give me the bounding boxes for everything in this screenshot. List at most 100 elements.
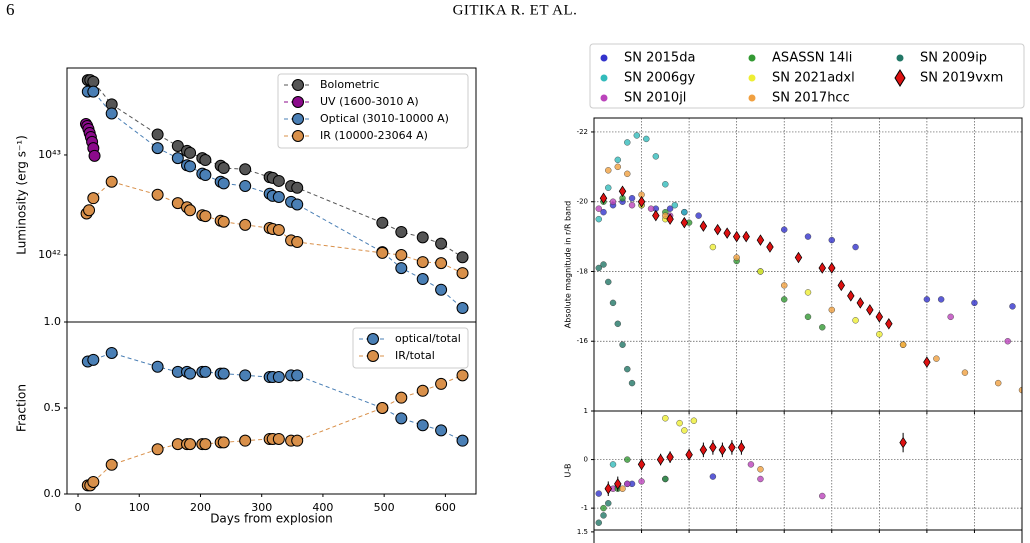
data-point [595,264,602,272]
data-point [742,230,750,243]
data-point [643,135,650,143]
data-point [747,461,755,468]
running-head: GITIKA R. ET AL. [453,2,578,18]
data-point [291,434,304,447]
data-point [456,251,469,264]
axes-frame [593,410,1023,531]
data-point [723,227,731,239]
data-point [875,311,884,323]
legend-marker [894,69,906,87]
data-point [272,191,285,204]
data-point [199,154,212,167]
data-point [199,169,212,182]
data-point [83,204,96,217]
data-point [995,379,1002,387]
data-point [605,184,612,191]
legend-label: SN 2015da [624,51,695,66]
legend-label: SN 2006gy [624,71,695,86]
data-point [619,485,626,492]
data-point [757,466,764,473]
data-point [614,163,621,171]
y-tick-label: 10⁴³ [38,148,61,161]
data-point [699,220,708,232]
data-point [416,384,429,397]
axes-frame [66,321,477,495]
x-tick-label: 500 [374,501,395,514]
legend-marker [367,333,379,345]
data-point [395,249,408,262]
data-point [662,475,669,483]
data-point [690,417,698,424]
data-point [272,371,285,384]
data-point [291,198,304,211]
axes-frame [593,117,1023,412]
data-point [756,234,765,246]
data-point [766,241,774,253]
data-point [239,179,252,192]
legend-marker [748,54,756,62]
data-point [628,379,636,387]
data-point [676,419,683,427]
legend-label: IR/total [395,349,435,362]
data-point [847,290,855,302]
legend-label: SN 2019vxm [920,71,1003,86]
legend-marker [748,74,756,82]
y-axis-label: Luminosity (erg s⁻¹) [15,135,29,255]
data-point [828,306,835,314]
y-tick-label: 1.5 [577,528,588,536]
data-point [456,369,469,382]
legend-label: SN 2017hcc [772,91,850,106]
legend-label: ASASSN 14li [772,51,852,66]
data-point [105,107,118,120]
data-point [87,75,100,88]
data-point [435,377,448,390]
data-point [217,367,230,380]
data-point [837,279,846,292]
data-point [239,218,252,231]
data-point [852,317,859,324]
data-point [624,365,631,373]
data-point [666,205,674,212]
y-tick-label: -1 [581,504,588,512]
plot-area [595,132,1022,394]
legend-marker [292,79,304,91]
data-point [151,443,164,456]
data-point [87,192,100,205]
data-point [923,356,931,368]
data-point [272,432,285,445]
data-point [605,500,612,507]
legend-label: Optical (3010-10000 A) [320,112,449,125]
legend-marker [600,94,608,102]
series-line [87,374,463,486]
data-point [609,299,617,307]
y-axis-label: U-B [564,464,573,478]
data-point [614,320,621,327]
y-tick-label: 1 [584,407,588,415]
data-point [937,296,945,303]
data-point [435,283,448,296]
data-point [781,296,788,303]
data-point [781,282,788,289]
data-point [456,434,469,447]
data-point [637,458,646,471]
data-point [732,230,741,243]
legend-marker [600,54,608,62]
data-point [652,153,660,160]
data-point [599,192,608,204]
legend-marker [600,74,608,82]
data-point [652,209,660,222]
series-line [87,91,463,309]
data-point [794,251,803,264]
data-point [456,302,469,315]
data-point [633,132,640,139]
y-tick-label: -18 [577,267,588,275]
data-point [184,204,197,217]
legend-label: IR (10000-23064 A) [320,129,428,142]
data-point [184,367,197,380]
data-point [614,156,621,164]
y-tick-label: 10⁴² [38,248,61,261]
data-point [105,346,118,359]
data-point [656,453,665,466]
data-point [605,167,612,174]
